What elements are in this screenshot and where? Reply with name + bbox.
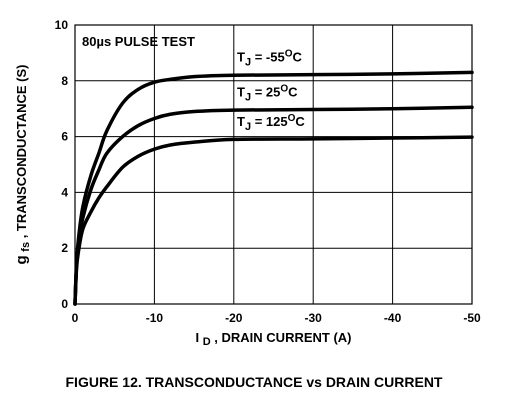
series-line xyxy=(73,105,474,306)
y-axis-title-rest: , TRANSCONDUCTANCE (S) xyxy=(14,64,29,238)
series-label: TJ = 25OC xyxy=(237,83,298,103)
x-tick-label: -20 xyxy=(225,311,243,325)
series-label: TJ = 125OC xyxy=(237,113,305,133)
y-tick-label: 8 xyxy=(61,74,68,88)
grid xyxy=(74,24,473,305)
series-label-sup: O xyxy=(280,83,288,94)
series-label-main: T xyxy=(237,49,245,64)
figure-caption: FIGURE 12. TRANSCONDUCTANCE vs DRAIN CUR… xyxy=(66,374,443,390)
series-label-sub: J xyxy=(245,56,251,68)
series-label-rest: = 125 xyxy=(251,114,288,129)
x-tick-label: 0 xyxy=(72,311,79,325)
x-axis-title-sub: D xyxy=(203,336,211,348)
series-label-rest: = 25 xyxy=(251,84,280,99)
x-axis-title-main: I xyxy=(195,330,199,345)
y-tick-label: 0 xyxy=(61,297,68,311)
tick-labels: 0 -10 -20 -30 -40 -50 0 2 4 6 8 10 xyxy=(55,18,481,325)
annotation-pulse-test: 80µs PULSE TEST xyxy=(82,34,195,49)
series-label-sup: O xyxy=(288,113,296,124)
series-label-rest: = -55 xyxy=(251,49,285,64)
series-label-main: T xyxy=(237,114,245,129)
series-line xyxy=(73,70,474,306)
y-tick-label: 2 xyxy=(61,241,68,255)
y-tick-label: 10 xyxy=(55,18,69,32)
series-lines xyxy=(73,70,474,306)
y-axis-title-main: g xyxy=(13,255,30,264)
x-axis-title-rest: , DRAIN CURRENT (A) xyxy=(214,330,351,345)
series-label: TJ = -55OC xyxy=(237,48,302,68)
series-label-main: T xyxy=(237,84,245,99)
series-line xyxy=(73,135,474,306)
series-label-sup: O xyxy=(285,48,293,59)
y-axis-title: g fs , TRANSCONDUCTANCE (S) xyxy=(13,64,32,264)
y-tick-label: 6 xyxy=(61,130,68,144)
series-label-unit: C xyxy=(288,84,298,99)
y-tick-label: 4 xyxy=(61,185,68,199)
x-axis-title: I D , DRAIN CURRENT (A) xyxy=(195,330,351,348)
plot-frame xyxy=(74,24,473,305)
series-label-sub: J xyxy=(245,121,251,133)
series-label-unit: C xyxy=(292,49,302,64)
series-label-unit: C xyxy=(295,114,305,129)
x-tick-label: -10 xyxy=(146,311,164,325)
x-tick-label: -30 xyxy=(305,311,323,325)
x-tick-label: -40 xyxy=(384,311,402,325)
y-axis-title-sub: fs xyxy=(20,242,32,252)
x-tick-label: -50 xyxy=(463,311,481,325)
series-label-sub: J xyxy=(245,91,251,103)
